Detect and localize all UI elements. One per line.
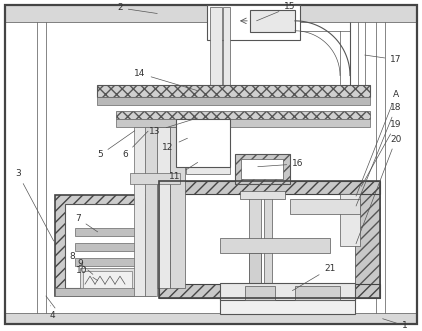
- Bar: [83, 271, 132, 288]
- Bar: [75, 258, 140, 266]
- Text: 10: 10: [76, 266, 97, 281]
- Text: 8: 8: [69, 252, 86, 268]
- Bar: [245, 286, 275, 300]
- Bar: [116, 119, 370, 127]
- Text: 6: 6: [122, 131, 148, 160]
- Bar: [264, 195, 272, 288]
- Bar: [241, 159, 283, 179]
- Bar: [290, 199, 360, 213]
- Text: 20: 20: [356, 135, 402, 244]
- Bar: [75, 228, 140, 236]
- Text: 5: 5: [97, 131, 135, 160]
- Bar: [159, 181, 380, 298]
- Bar: [340, 194, 360, 246]
- Text: 7: 7: [75, 214, 98, 232]
- Text: 16: 16: [258, 160, 304, 168]
- Text: 1: 1: [383, 319, 408, 330]
- Bar: [209, 7, 298, 38]
- Bar: [97, 97, 370, 105]
- Bar: [159, 284, 380, 298]
- Bar: [97, 85, 370, 97]
- Bar: [249, 253, 261, 288]
- Bar: [55, 195, 155, 296]
- Text: 15: 15: [257, 2, 296, 21]
- Bar: [65, 204, 145, 288]
- Text: 17: 17: [365, 55, 402, 64]
- Bar: [184, 194, 355, 284]
- Text: 21: 21: [292, 264, 335, 291]
- Bar: [116, 111, 370, 119]
- Bar: [295, 286, 340, 300]
- Text: 4: 4: [49, 306, 55, 320]
- Text: A: A: [356, 90, 399, 196]
- Bar: [220, 298, 355, 314]
- Bar: [249, 195, 261, 288]
- Bar: [145, 127, 157, 296]
- Text: 3: 3: [15, 169, 54, 241]
- Bar: [5, 5, 417, 22]
- Bar: [355, 185, 380, 288]
- Bar: [235, 154, 290, 184]
- Bar: [80, 268, 135, 290]
- Text: 14: 14: [134, 69, 197, 91]
- Bar: [159, 181, 380, 194]
- Text: 18: 18: [356, 103, 402, 206]
- Bar: [186, 147, 230, 174]
- Bar: [75, 243, 140, 251]
- Bar: [130, 173, 180, 184]
- Text: 13: 13: [149, 118, 197, 136]
- Text: 2: 2: [117, 3, 157, 14]
- Bar: [134, 127, 145, 296]
- Bar: [220, 238, 330, 253]
- Bar: [5, 313, 417, 324]
- Bar: [240, 191, 285, 199]
- Text: 12: 12: [162, 138, 187, 152]
- Bar: [176, 119, 230, 167]
- Bar: [223, 7, 230, 89]
- Text: 9: 9: [77, 259, 93, 274]
- Bar: [250, 10, 295, 32]
- Bar: [210, 7, 222, 89]
- Bar: [159, 185, 184, 288]
- Bar: [170, 127, 185, 288]
- Bar: [220, 283, 355, 300]
- Bar: [55, 288, 155, 296]
- Bar: [207, 5, 300, 40]
- Text: 11: 11: [169, 163, 197, 181]
- Bar: [157, 127, 170, 288]
- Text: 19: 19: [361, 120, 402, 186]
